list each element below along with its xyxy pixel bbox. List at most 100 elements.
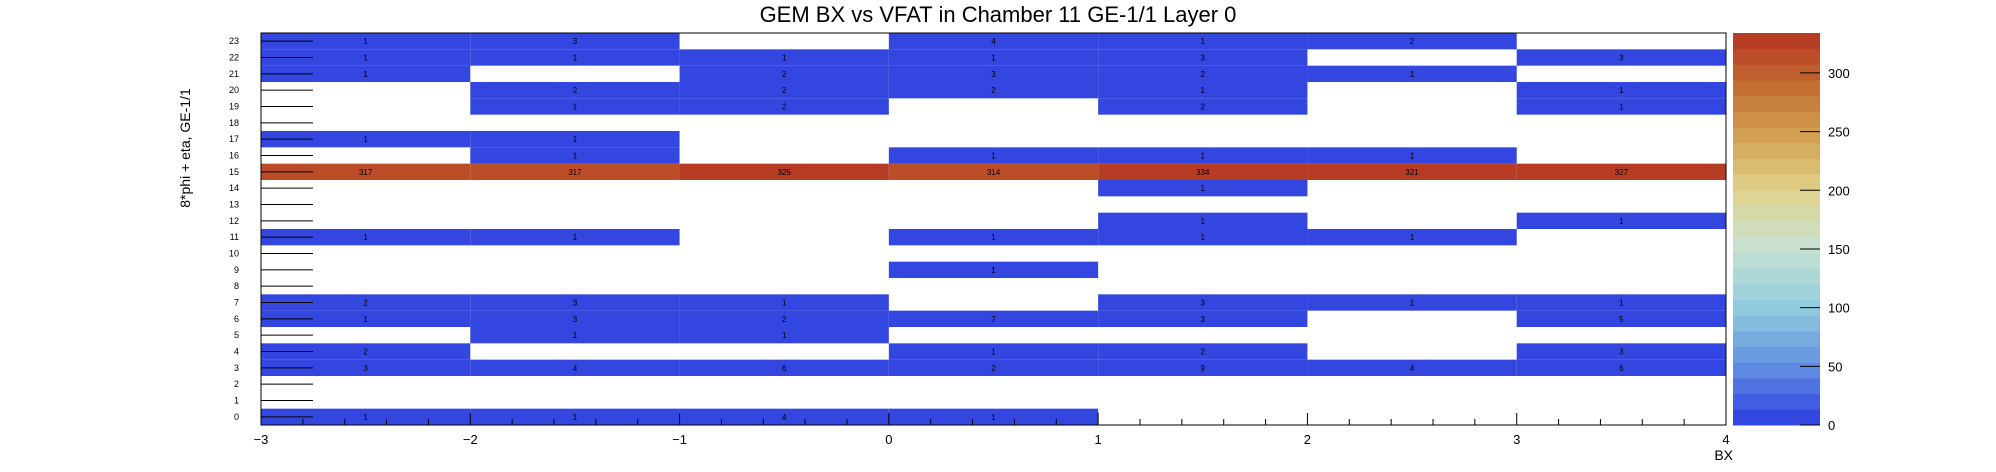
heatmap-cell — [1307, 65, 1517, 82]
heatmap-cell — [1098, 359, 1308, 376]
colorbar-band — [1733, 362, 1820, 379]
colorbar-band — [1733, 236, 1820, 254]
heatmap-cell — [679, 98, 889, 115]
y-tick-label: 11 — [230, 232, 239, 242]
colorbar-band — [1733, 299, 1820, 316]
heatmap-cell — [1098, 294, 1308, 311]
cell-value-label: 1 — [1410, 233, 1415, 242]
y-tick-label: 16 — [229, 151, 239, 161]
heatmap-cell — [470, 359, 680, 376]
heatmap-cell — [261, 65, 471, 82]
heatmap-cell — [888, 147, 1099, 164]
cell-value-label: 2 — [573, 86, 578, 95]
heatmap-cell — [888, 229, 1099, 246]
cell-value-label: 4 — [991, 37, 996, 46]
cell-value-label: 2 — [1410, 37, 1415, 46]
cell-value-label: 1 — [782, 299, 787, 308]
cell-value-label: 1 — [991, 233, 996, 242]
cell-value-label: 3 — [573, 299, 578, 308]
colorbar-band — [1733, 283, 1820, 301]
colorbar-band — [1733, 268, 1820, 285]
heatmap-cell — [470, 49, 680, 66]
cell-value-label: 1 — [782, 331, 787, 340]
heatmap-cell — [261, 33, 471, 50]
cell-value-label: 2 — [782, 70, 787, 79]
heatmap-cell — [261, 131, 471, 148]
cell-value-label: 2 — [782, 315, 787, 324]
heatmap-cell — [1098, 180, 1308, 197]
colorbar-band — [1733, 315, 1820, 332]
cell-value-label: 1 — [991, 266, 996, 275]
cell-value-label: 2 — [1201, 103, 1206, 112]
plot-frame — [260, 32, 1727, 426]
cell-value-label: 1 — [573, 152, 578, 161]
cell-value-label: 3 — [1619, 54, 1624, 63]
heatmap-cell — [888, 359, 1099, 376]
y-tick-label: 9 — [234, 265, 239, 275]
heatmap-cell — [679, 359, 889, 376]
y-tick-label: 12 — [229, 216, 239, 226]
heatmap-cell — [888, 310, 1099, 327]
cell-value-label: 1 — [1201, 233, 1206, 242]
x-tick-label: 4 — [1722, 432, 1729, 447]
y-tick-label: 2 — [234, 379, 239, 389]
cell-value-label: 1 — [363, 54, 368, 63]
cell-value-label: 314 — [987, 168, 1001, 177]
y-tick-label: 13 — [229, 200, 239, 210]
colorbar-tick-label: 150 — [1828, 242, 1850, 257]
cell-value-label: 1 — [573, 54, 578, 63]
cell-value-label: 2 — [363, 348, 368, 357]
cell-value-label: 1 — [1619, 217, 1624, 226]
x-tick-label: 2 — [1304, 432, 1311, 447]
cell-value-label: 4 — [573, 364, 578, 373]
heatmap-cell — [1516, 343, 1726, 360]
colorbar-band — [1733, 48, 1820, 65]
heatmap-cell — [679, 163, 889, 180]
heatmap-cell — [261, 163, 471, 180]
heatmap-cell — [1516, 82, 1726, 99]
x-tick-label: −2 — [463, 432, 478, 447]
heatmap-cell — [1307, 33, 1517, 50]
colorbar-band — [1733, 205, 1820, 222]
y-tick-label: 20 — [229, 85, 239, 95]
cell-value-label: 1 — [1201, 217, 1206, 226]
heatmap-cell — [261, 49, 471, 66]
cell-value-label: 2 — [363, 299, 368, 308]
cell-value-label: 1 — [363, 135, 368, 144]
heatmap-cell — [1098, 310, 1308, 327]
cell-value-label: 2 — [991, 364, 996, 373]
cell-value-label: 325 — [778, 168, 792, 177]
heatmap-cell — [1098, 343, 1308, 360]
x-tick-label: 1 — [1095, 432, 1102, 447]
cell-value-label: 2 — [782, 86, 787, 95]
cell-value-label: 1 — [991, 413, 996, 422]
cell-value-label: 317 — [568, 168, 582, 177]
cell-value-label: 3 — [1201, 315, 1206, 324]
y-tick-label: 18 — [229, 118, 239, 128]
colorbar-band — [1733, 330, 1820, 348]
x-tick-label: 0 — [885, 432, 892, 447]
colorbar-tick-label: 50 — [1828, 359, 1842, 374]
heatmap-cell — [261, 408, 471, 425]
cell-value-label: 1 — [1410, 152, 1415, 161]
y-tick-label: 17 — [229, 134, 239, 144]
cell-value-label: 1 — [363, 37, 368, 46]
cell-value-label: 1 — [363, 70, 368, 79]
cell-value-label: 3 — [1201, 299, 1206, 308]
heatmap-cell — [1307, 294, 1517, 311]
y-tick-label: 19 — [229, 102, 239, 112]
heatmap-cell — [261, 310, 471, 327]
y-tick-label: 23 — [229, 36, 239, 46]
cell-value-label: 3 — [1619, 348, 1624, 357]
heatmap-cell — [1516, 310, 1726, 327]
cell-value-label: 321 — [1405, 168, 1419, 177]
heatmap-cell — [888, 261, 1099, 278]
cell-value-label: 5 — [1619, 315, 1624, 324]
cell-value-label: 1 — [573, 103, 578, 112]
x-tick-label: −3 — [254, 432, 269, 447]
colorbar-band — [1733, 174, 1820, 191]
heatmap-cell — [1307, 147, 1517, 164]
colorbar-band — [1733, 142, 1820, 159]
heatmap-cell — [1516, 163, 1726, 180]
